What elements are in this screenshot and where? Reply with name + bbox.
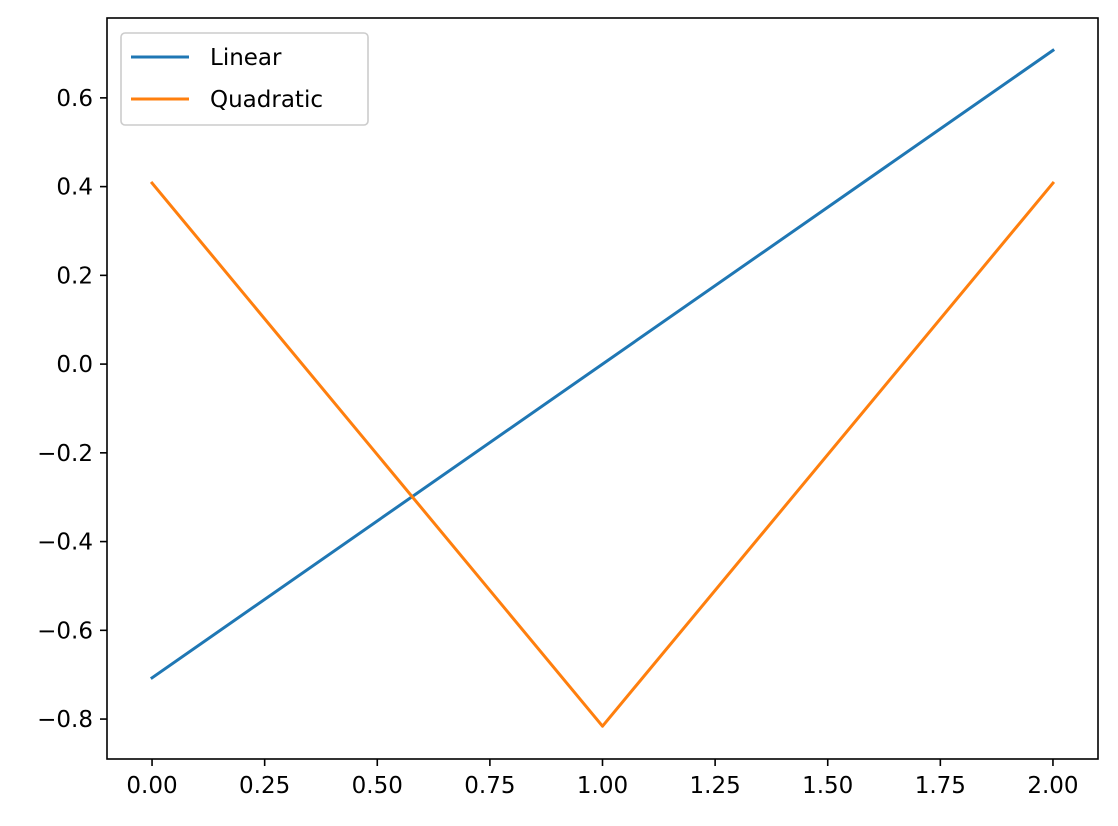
legend-label-quadratic: Quadratic [210,87,323,113]
x-tick-label: 1.25 [690,773,741,799]
legend-label-linear: Linear [210,45,282,71]
series-line-quadratic [149,180,1056,728]
x-tick-label: 0.00 [126,773,177,799]
legend: Linear Quadratic [120,32,369,126]
y-tick-label: −0.2 [37,441,93,467]
x-tick-label: 2.00 [1027,773,1078,799]
series-line-linear [149,48,1056,680]
y-tick-label: 0.4 [56,175,93,201]
x-tick-label: 1.75 [915,773,966,799]
y-tick-label: 0.6 [56,86,93,112]
x-tick-label: 1.00 [577,773,628,799]
y-tick-label: −0.4 [37,530,93,556]
y-tick-label: −0.8 [37,707,93,733]
x-axis: 0.00 0.25 0.50 0.75 1.00 1.25 1.50 1.75 2.00 [126,759,1079,799]
series-layer [149,48,1056,728]
x-tick-label: 0.75 [464,773,515,799]
y-axis: 0.6 0.4 0.2 0.0 −0.2 −0.4 −0.6 −0.8 [37,86,107,733]
x-tick-label: 1.50 [802,773,853,799]
y-tick-label: −0.6 [37,618,93,644]
plot-area [107,18,1098,759]
x-tick-label: 0.25 [239,773,290,799]
y-tick-label: 0.2 [56,263,93,289]
x-tick-label: 0.50 [352,773,403,799]
y-tick-label: 0.0 [56,352,93,378]
